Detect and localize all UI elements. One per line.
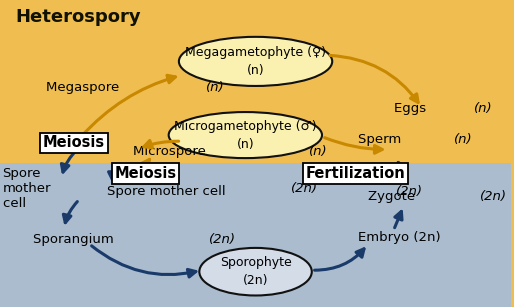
Ellipse shape <box>169 112 322 158</box>
Text: (n): (n) <box>309 145 328 157</box>
Ellipse shape <box>199 248 312 295</box>
Text: (2n): (2n) <box>396 185 423 198</box>
Text: Sperm: Sperm <box>358 133 405 146</box>
Text: Fertilization: Fertilization <box>305 166 405 181</box>
Text: Microspore: Microspore <box>133 145 210 157</box>
Ellipse shape <box>179 37 332 86</box>
Text: Zygote: Zygote <box>368 190 419 203</box>
Text: Meiosis: Meiosis <box>43 135 105 150</box>
Text: (2n): (2n) <box>291 182 318 195</box>
Text: (2n): (2n) <box>210 233 236 246</box>
Text: Sporangium: Sporangium <box>33 233 118 246</box>
Text: (n): (n) <box>474 103 492 115</box>
Text: Sporophyte
(2n): Sporophyte (2n) <box>219 256 291 287</box>
Bar <box>0 163 511 307</box>
Text: Spore
mother
cell: Spore mother cell <box>3 167 51 210</box>
Text: Meiosis: Meiosis <box>115 166 177 181</box>
Text: Microgametophyte (♂)
(n): Microgametophyte (♂) (n) <box>174 120 317 150</box>
Text: Heterospory: Heterospory <box>15 8 141 26</box>
Text: Eggs: Eggs <box>394 103 430 115</box>
Text: Megaspore: Megaspore <box>46 81 123 94</box>
Text: Embryo (2n): Embryo (2n) <box>358 231 440 244</box>
Text: (2n): (2n) <box>480 190 507 203</box>
Text: Spore mother cell: Spore mother cell <box>107 185 230 198</box>
Text: (n): (n) <box>206 81 225 94</box>
Text: Megagametophyte (♀)
(n): Megagametophyte (♀) (n) <box>185 46 326 77</box>
Text: (n): (n) <box>454 133 472 146</box>
